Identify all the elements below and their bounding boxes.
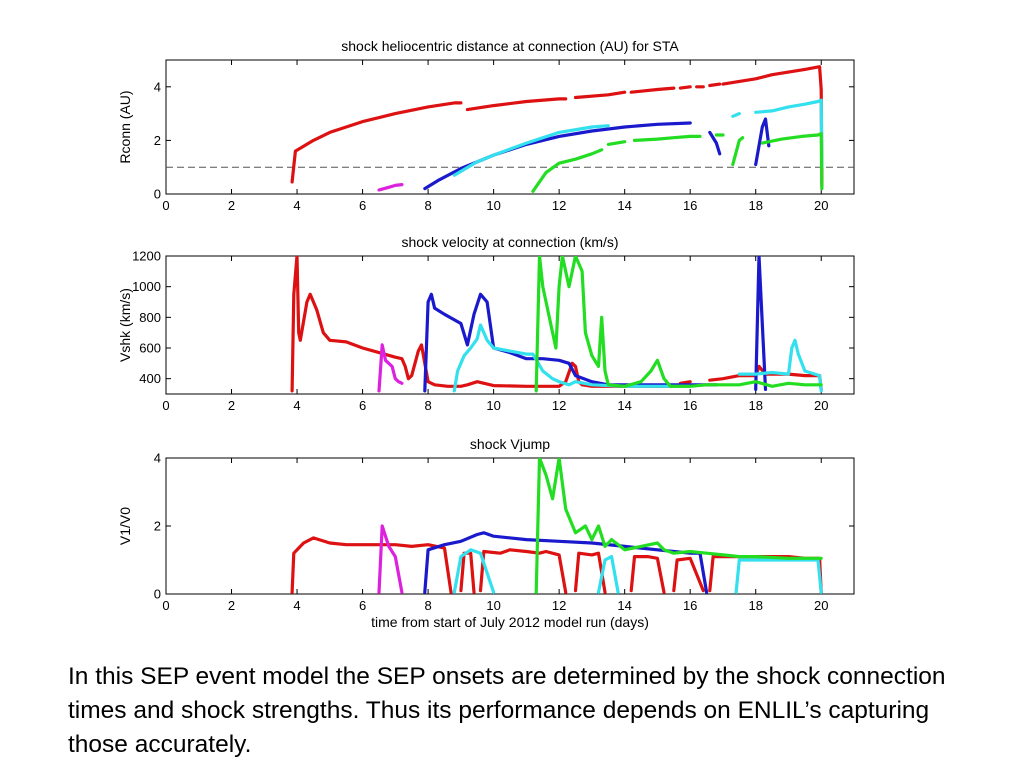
panel-3-ylabel: V1/V0: [117, 507, 133, 545]
panel-2-series-blue: [423, 256, 768, 393]
panel-2-xtick-label: 4: [293, 398, 300, 413]
panel-1-xtick-label: 12: [552, 198, 566, 213]
panel-2-ytick-label: 1000: [132, 279, 161, 294]
panel-1-ytick-label: 4: [154, 79, 161, 94]
panel-3-xlabel: time from start of July 2012 model run (…: [371, 614, 649, 630]
panel-1-xtick-label: 6: [359, 198, 366, 213]
panel-3-xtick-label: 2: [228, 598, 235, 613]
panel-2-ytick-label: 1200: [132, 249, 161, 264]
panel-1: shock heliocentric distance at connectio…: [117, 38, 855, 213]
panel-3-axes-box: [165, 457, 855, 595]
panel-1-xtick-label: 20: [814, 198, 828, 213]
panel-3-xtick-label: 6: [359, 598, 366, 613]
panel-1-xtick-label: 10: [486, 198, 500, 213]
panel-2-xtick-label: 18: [748, 398, 762, 413]
panel-3-xtick-label: 14: [617, 598, 631, 613]
panel-2-series-red: [290, 256, 823, 393]
panel-1-ylabel: Rconn (AU): [117, 90, 133, 163]
panel-2-ytick-label: 600: [139, 341, 161, 356]
panel-1-axes-box: [165, 59, 855, 195]
panel-1-xtick-label: 14: [617, 198, 631, 213]
panel-1-series-magenta: [377, 183, 404, 192]
panel-2: shock velocity at connection (km/s) 0 2 4 6 8…: [117, 234, 855, 413]
panel-3-xtick-label: 20: [814, 598, 828, 613]
panel-3-ytick-label: 2: [154, 519, 161, 534]
panel-1-ytick-label: 2: [154, 133, 161, 148]
panel-1-series-green: [531, 132, 824, 193]
caption: In this SEP event model the SEP onsets a…: [68, 663, 946, 758]
panel-1-xtick-label: 18: [748, 198, 762, 213]
panel-1-series-red: [290, 65, 824, 188]
panel-3-title: shock Vjump: [470, 436, 550, 452]
panel-2-title: shock velocity at connection (km/s): [401, 234, 618, 250]
panel-2-series-green: [534, 256, 823, 393]
panel-2-series-cyan: [452, 323, 823, 393]
panel-3-xtick-label: 8: [424, 598, 431, 613]
panel-2-series-magenta: [377, 343, 404, 393]
panel-2-axes-box: [165, 255, 855, 395]
panel-2-xtick-label: 6: [359, 398, 366, 413]
panel-1-xtick-label: 4: [293, 198, 300, 213]
panel-3-series-green: [534, 458, 823, 594]
panel-3: shock Vjump 0 2 4 6 8 10 12 14 16 18 20 0 2 4 V1/V0 time…: [117, 436, 855, 630]
panel-2-xtick-label: 8: [424, 398, 431, 413]
panel-3-xtick-label: 0: [162, 598, 169, 613]
panel-1-series-cyan: [452, 98, 824, 177]
panel-3-xtick-label: 16: [683, 598, 697, 613]
panel-1-xtick-label: 2: [228, 198, 235, 213]
panel-3-ytick-label: 4: [154, 451, 161, 466]
panel-1-title: shock heliocentric distance at connectio…: [341, 38, 679, 54]
panel-3-series-red: [290, 536, 823, 594]
panel-3-series-cyan: [452, 548, 823, 594]
panel-2-xtick-label: 2: [228, 398, 235, 413]
figure: shock heliocentric distance at connectio…: [117, 38, 855, 630]
panel-1-xtick-label: 8: [424, 198, 431, 213]
panel-2-ylabel: Vshk (km/s): [117, 288, 133, 362]
panel-3-xtick-label: 4: [293, 598, 300, 613]
panel-2-xtick-label: 14: [617, 398, 631, 413]
panel-3-ytick-label: 0: [154, 587, 161, 602]
panel-1-xtick-label: 0: [162, 198, 169, 213]
panel-2-xtick-label: 12: [552, 398, 566, 413]
panel-1-xtick-label: 16: [683, 198, 697, 213]
panel-3-xtick-label: 12: [552, 598, 566, 613]
panel-3-xtick-label: 18: [748, 598, 762, 613]
panel-1-ytick-label: 0: [154, 187, 161, 202]
panel-2-ytick-label: 400: [139, 371, 161, 386]
panel-2-ytick-label: 800: [139, 310, 161, 325]
panel-1-series-blue: [423, 117, 771, 191]
panel-2-xtick-label: 16: [683, 398, 697, 413]
panel-3-series-magenta: [377, 524, 404, 594]
panel-2-xtick-label: 20: [814, 398, 828, 413]
panel-2-xtick-label: 0: [162, 398, 169, 413]
panel-2-xtick-label: 10: [486, 398, 500, 413]
panel-3-xtick-label: 10: [486, 598, 500, 613]
